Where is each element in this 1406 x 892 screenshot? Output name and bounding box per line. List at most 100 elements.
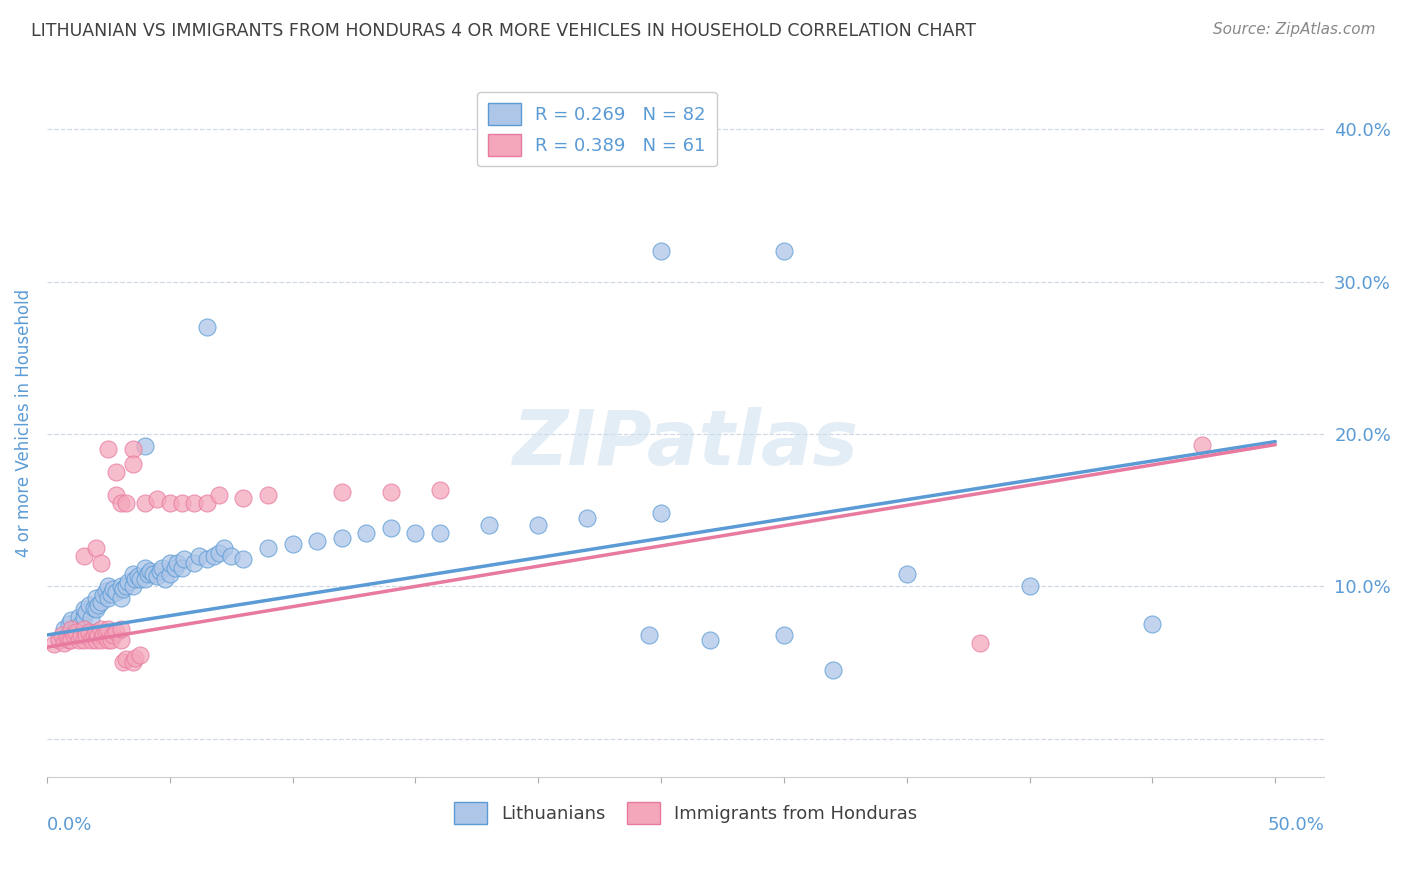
Text: ZIPatlas: ZIPatlas xyxy=(513,407,859,481)
Point xyxy=(75,605,97,619)
Point xyxy=(527,518,550,533)
Point xyxy=(48,632,70,647)
Point xyxy=(699,632,721,647)
Point xyxy=(97,632,120,647)
Point xyxy=(87,598,110,612)
Point xyxy=(110,591,132,606)
Point xyxy=(1018,579,1040,593)
Point xyxy=(90,594,112,608)
Point xyxy=(896,567,918,582)
Point xyxy=(188,549,211,563)
Point xyxy=(650,506,672,520)
Y-axis label: 4 or more Vehicles in Household: 4 or more Vehicles in Household xyxy=(15,288,32,557)
Point xyxy=(136,567,159,582)
Point xyxy=(94,583,117,598)
Point xyxy=(429,526,451,541)
Point xyxy=(58,632,80,647)
Point xyxy=(114,495,136,509)
Point xyxy=(146,492,169,507)
Point xyxy=(93,589,115,603)
Point xyxy=(104,585,127,599)
Point xyxy=(124,650,146,665)
Point xyxy=(139,564,162,578)
Point xyxy=(112,656,135,670)
Point xyxy=(195,495,218,509)
Point xyxy=(60,632,83,647)
Point xyxy=(112,582,135,597)
Point xyxy=(576,510,599,524)
Text: Source: ZipAtlas.com: Source: ZipAtlas.com xyxy=(1212,22,1375,37)
Point xyxy=(232,491,254,505)
Point xyxy=(170,561,193,575)
Point xyxy=(83,628,105,642)
Point xyxy=(159,495,181,509)
Point xyxy=(208,546,231,560)
Text: LITHUANIAN VS IMMIGRANTS FROM HONDURAS 4 OR MORE VEHICLES IN HOUSEHOLD CORRELATI: LITHUANIAN VS IMMIGRANTS FROM HONDURAS 4… xyxy=(31,22,976,40)
Point xyxy=(773,244,796,259)
Point xyxy=(44,637,66,651)
Point xyxy=(48,632,70,647)
Point xyxy=(90,632,112,647)
Point xyxy=(77,624,100,639)
Point xyxy=(80,611,103,625)
Point xyxy=(183,557,205,571)
Point xyxy=(159,557,181,571)
Point xyxy=(103,628,125,642)
Point xyxy=(94,624,117,639)
Point xyxy=(97,442,120,457)
Point xyxy=(73,622,96,636)
Point xyxy=(65,620,87,634)
Point xyxy=(114,652,136,666)
Point xyxy=(307,533,329,548)
Point xyxy=(650,244,672,259)
Point xyxy=(73,609,96,624)
Point xyxy=(146,568,169,582)
Point xyxy=(53,635,76,649)
Point xyxy=(104,465,127,479)
Point xyxy=(73,602,96,616)
Point xyxy=(63,628,86,642)
Point xyxy=(356,526,378,541)
Point xyxy=(100,632,122,647)
Point xyxy=(114,579,136,593)
Point xyxy=(173,552,195,566)
Point xyxy=(149,564,172,578)
Point xyxy=(84,541,107,556)
Point xyxy=(84,624,107,639)
Point xyxy=(127,568,149,582)
Point xyxy=(58,617,80,632)
Point xyxy=(104,488,127,502)
Point xyxy=(969,635,991,649)
Point xyxy=(73,549,96,563)
Point xyxy=(773,628,796,642)
Point xyxy=(84,632,107,647)
Point xyxy=(122,442,145,457)
Point xyxy=(330,531,353,545)
Point xyxy=(97,622,120,636)
Legend: Lithuanians, Immigrants from Honduras: Lithuanians, Immigrants from Honduras xyxy=(447,795,924,831)
Point xyxy=(73,632,96,647)
Point xyxy=(55,630,77,644)
Point xyxy=(183,495,205,509)
Point xyxy=(93,628,115,642)
Point xyxy=(104,624,127,639)
Point xyxy=(195,320,218,334)
Point xyxy=(100,587,122,601)
Point xyxy=(53,622,76,636)
Point xyxy=(122,656,145,670)
Point xyxy=(51,628,73,642)
Point xyxy=(170,495,193,509)
Point xyxy=(208,488,231,502)
Point xyxy=(1191,437,1213,451)
Point xyxy=(122,579,145,593)
Text: 50.0%: 50.0% xyxy=(1268,815,1324,833)
Point xyxy=(150,561,173,575)
Point xyxy=(219,549,242,563)
Point xyxy=(159,567,181,582)
Point xyxy=(67,632,90,647)
Point xyxy=(129,572,152,586)
Point xyxy=(134,572,156,586)
Point xyxy=(281,536,304,550)
Point xyxy=(110,622,132,636)
Point xyxy=(60,622,83,636)
